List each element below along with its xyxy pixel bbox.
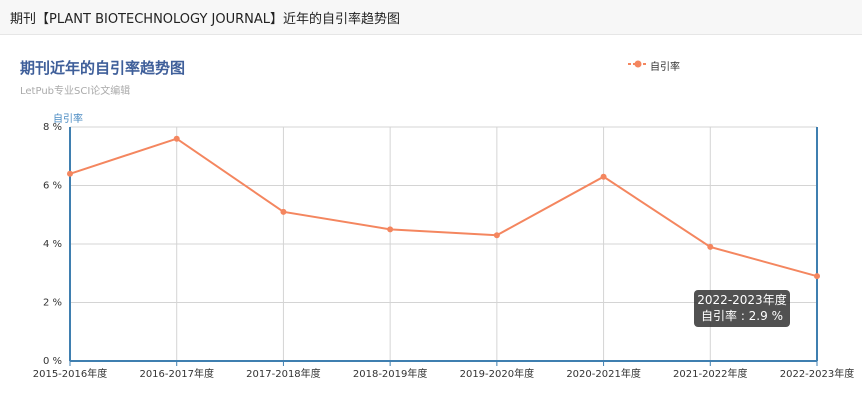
legend-label: 自引率 [650,62,680,73]
y-tick-label: 0 % [43,356,62,367]
y-axis-label: 自引率 [53,114,83,125]
y-tick-label: 2 % [43,298,62,309]
x-tick-label: 2018-2019年度 [353,367,428,380]
x-tick-label: 2017-2018年度 [246,367,321,380]
series-line [69,137,818,278]
x-tick-label: 2019-2020年度 [460,367,535,380]
y-tick-label: 4 % [43,239,62,250]
tooltip-category: 2022-2023年度 [697,293,787,307]
tooltip-value: 自引率 : 2.9 % [701,309,783,323]
data-point [707,243,714,250]
chart-subtitle: LetPub专业SCI论文编辑 [20,86,131,97]
data-point [67,170,73,177]
data-point [600,173,607,180]
chart-title: 期刊近年的自引率趋势图 [20,59,186,77]
x-tick-label: 2016-2017年度 [139,367,214,380]
x-tick-label: 2015-2016年度 [33,367,108,380]
legend-line-icon [628,60,648,68]
data-point [814,273,820,280]
data-point [173,135,180,142]
x-tick-label: 2020-2021年度 [566,367,641,380]
x-tick-label: 2022-2023年度 [780,367,855,380]
page-title: 期刊【PLANT BIOTECHNOLOGY JOURNAL】近年的自引率趋势图 [10,12,401,27]
page-header: 期刊【PLANT BIOTECHNOLOGY JOURNAL】近年的自引率趋势图 [0,0,862,35]
data-point [280,208,287,215]
y-tick-label: 6 % [43,181,62,192]
x-tick-label: 2021-2022年度 [673,367,748,380]
y-tick-label: 8 % [43,122,62,133]
chart-tooltip: 2022-2023年度 自引率 : 2.9 % [694,290,790,327]
data-point [493,232,500,239]
data-point [387,226,394,233]
